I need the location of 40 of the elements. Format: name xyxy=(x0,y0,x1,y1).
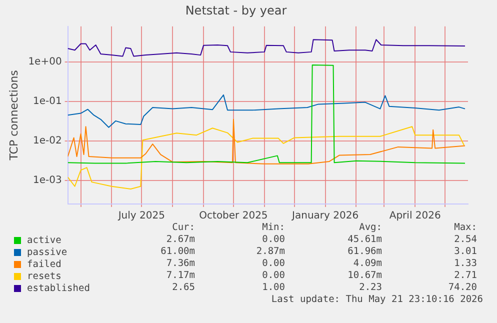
text: 10.67m xyxy=(348,270,382,281)
text: 3.01 xyxy=(454,246,477,257)
legend-label: established xyxy=(27,283,90,294)
text: Min: xyxy=(262,222,285,233)
text: 0.00 xyxy=(262,258,285,269)
text: 0.00 xyxy=(262,270,285,281)
x-tick-label: October 2025 xyxy=(199,210,268,222)
text: 2.23 xyxy=(359,282,382,293)
text: 61.96m xyxy=(348,246,382,257)
text: 0.00 xyxy=(262,234,285,245)
y-tick-label: 1e-02 xyxy=(32,135,62,146)
text: 1.00 xyxy=(262,282,285,293)
text: 74.20 xyxy=(448,282,477,293)
x-tick-label: July 2025 xyxy=(117,210,165,222)
text: Max: xyxy=(454,222,477,233)
text: 2.54 xyxy=(454,234,477,245)
text: 2.87m xyxy=(256,246,285,257)
y-tick-label: 1e-03 xyxy=(32,174,62,186)
text: 1.33 xyxy=(454,258,477,269)
legend-label: failed xyxy=(27,259,62,270)
chart-title: Netstat - by year xyxy=(185,3,287,18)
text: 2.65 xyxy=(172,282,195,293)
x-tick-label: January 2026 xyxy=(291,210,359,222)
text: 2.67m xyxy=(166,234,195,245)
text: 7.36m xyxy=(166,258,195,269)
y-axis-title: TCP connections xyxy=(7,70,20,162)
text: 7.17m xyxy=(166,270,195,281)
text: 45.61m xyxy=(348,234,382,245)
y-tick-label: 1e-01 xyxy=(32,96,62,108)
x-tick-label: April 2026 xyxy=(389,210,441,222)
text: Last update: Thu May 21 23:10:16 2026 xyxy=(271,294,483,305)
text: Cur: xyxy=(172,222,195,233)
legend-label: passive xyxy=(27,247,68,258)
legend-label: resets xyxy=(27,271,62,282)
text: 2.71 xyxy=(454,270,477,281)
text: 4.09m xyxy=(353,258,382,269)
text: 61.00m xyxy=(160,246,195,257)
y-tick-label: 1e+00 xyxy=(28,56,62,68)
legend-label: active xyxy=(27,235,62,246)
text: Avg: xyxy=(359,222,382,233)
